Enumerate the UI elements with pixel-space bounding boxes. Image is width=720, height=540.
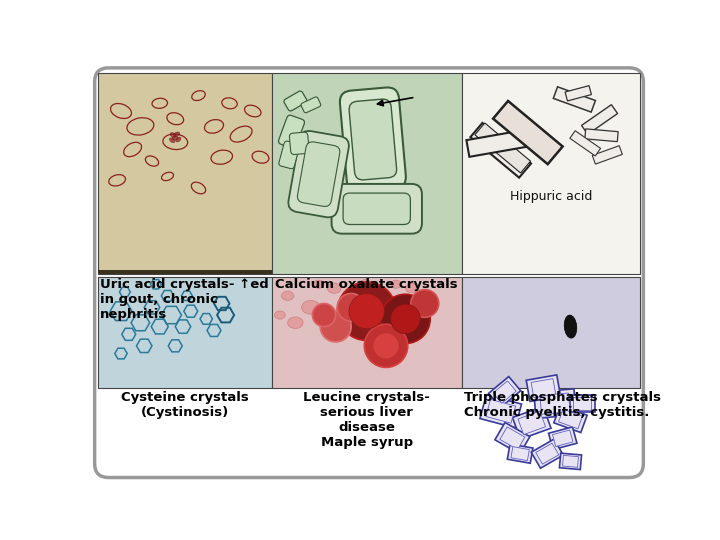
Ellipse shape xyxy=(282,291,294,300)
FancyBboxPatch shape xyxy=(489,376,521,408)
FancyBboxPatch shape xyxy=(297,142,340,206)
Text: Triple phosphates crystals
Chronic pyelitis, cystitis.: Triple phosphates crystals Chronic pyeli… xyxy=(464,392,660,419)
FancyBboxPatch shape xyxy=(565,86,591,101)
Circle shape xyxy=(373,333,399,359)
FancyBboxPatch shape xyxy=(540,393,570,414)
FancyBboxPatch shape xyxy=(495,422,530,454)
FancyBboxPatch shape xyxy=(570,395,595,412)
FancyBboxPatch shape xyxy=(573,397,591,410)
Circle shape xyxy=(381,294,431,343)
FancyBboxPatch shape xyxy=(585,129,618,141)
Ellipse shape xyxy=(402,315,413,323)
FancyBboxPatch shape xyxy=(340,87,406,192)
FancyBboxPatch shape xyxy=(349,99,397,180)
FancyBboxPatch shape xyxy=(552,430,573,447)
FancyBboxPatch shape xyxy=(582,105,618,134)
Ellipse shape xyxy=(169,138,175,143)
Ellipse shape xyxy=(176,137,181,142)
Circle shape xyxy=(320,311,351,342)
FancyBboxPatch shape xyxy=(470,123,531,178)
FancyBboxPatch shape xyxy=(272,276,462,388)
Circle shape xyxy=(312,303,336,327)
FancyBboxPatch shape xyxy=(343,193,410,225)
Circle shape xyxy=(411,289,438,318)
Text: Cysteine crystals
(Cystinosis): Cysteine crystals (Cystinosis) xyxy=(121,392,248,419)
Ellipse shape xyxy=(391,280,402,288)
Ellipse shape xyxy=(382,306,395,316)
Ellipse shape xyxy=(366,291,379,300)
FancyBboxPatch shape xyxy=(536,443,559,464)
FancyBboxPatch shape xyxy=(486,400,516,423)
Ellipse shape xyxy=(564,315,577,338)
FancyBboxPatch shape xyxy=(534,389,576,419)
FancyBboxPatch shape xyxy=(289,132,309,154)
Ellipse shape xyxy=(274,311,285,319)
FancyBboxPatch shape xyxy=(559,409,582,429)
Ellipse shape xyxy=(302,300,320,314)
Ellipse shape xyxy=(313,280,324,288)
FancyBboxPatch shape xyxy=(279,141,300,168)
FancyBboxPatch shape xyxy=(284,91,307,111)
Circle shape xyxy=(337,294,365,321)
FancyBboxPatch shape xyxy=(288,131,349,218)
FancyBboxPatch shape xyxy=(508,444,533,463)
FancyBboxPatch shape xyxy=(493,101,562,164)
Text: Uric acid crystals- ↑ed
in gout, chronic
nephritis: Uric acid crystals- ↑ed in gout, chronic… xyxy=(100,278,269,321)
Ellipse shape xyxy=(397,299,410,308)
FancyBboxPatch shape xyxy=(554,406,587,433)
Ellipse shape xyxy=(359,280,372,289)
Text: Leucine crystals-
serious liver
disease
Maple syrup: Leucine crystals- serious liver disease … xyxy=(303,392,430,449)
Circle shape xyxy=(364,325,408,367)
FancyBboxPatch shape xyxy=(513,407,551,439)
FancyBboxPatch shape xyxy=(553,87,595,112)
Ellipse shape xyxy=(405,284,418,293)
Circle shape xyxy=(390,304,420,334)
FancyBboxPatch shape xyxy=(98,276,272,388)
FancyBboxPatch shape xyxy=(332,184,422,234)
FancyBboxPatch shape xyxy=(559,453,582,470)
FancyBboxPatch shape xyxy=(279,115,305,148)
FancyBboxPatch shape xyxy=(562,455,578,467)
FancyBboxPatch shape xyxy=(549,427,577,450)
FancyBboxPatch shape xyxy=(511,447,529,461)
FancyBboxPatch shape xyxy=(462,276,640,388)
FancyBboxPatch shape xyxy=(500,427,525,450)
FancyBboxPatch shape xyxy=(98,72,272,274)
FancyBboxPatch shape xyxy=(593,146,622,164)
FancyBboxPatch shape xyxy=(518,411,546,435)
Ellipse shape xyxy=(170,133,176,137)
FancyBboxPatch shape xyxy=(480,395,521,428)
Ellipse shape xyxy=(174,132,180,136)
FancyBboxPatch shape xyxy=(98,269,272,274)
Ellipse shape xyxy=(341,297,358,310)
FancyBboxPatch shape xyxy=(462,72,640,274)
FancyBboxPatch shape xyxy=(272,72,462,274)
Text: Calcium oxalate crystals: Calcium oxalate crystals xyxy=(275,278,458,291)
Ellipse shape xyxy=(336,314,348,323)
FancyBboxPatch shape xyxy=(531,379,556,398)
FancyBboxPatch shape xyxy=(570,131,600,156)
Circle shape xyxy=(349,294,384,329)
Ellipse shape xyxy=(287,317,303,328)
Ellipse shape xyxy=(172,136,179,140)
Circle shape xyxy=(337,282,396,340)
FancyBboxPatch shape xyxy=(531,439,563,468)
FancyBboxPatch shape xyxy=(493,381,516,403)
FancyBboxPatch shape xyxy=(467,130,528,157)
FancyBboxPatch shape xyxy=(526,375,561,402)
FancyBboxPatch shape xyxy=(301,97,321,113)
FancyBboxPatch shape xyxy=(94,68,644,477)
Ellipse shape xyxy=(327,283,341,293)
Text: Hippuric acid: Hippuric acid xyxy=(510,190,593,202)
FancyBboxPatch shape xyxy=(475,123,531,173)
